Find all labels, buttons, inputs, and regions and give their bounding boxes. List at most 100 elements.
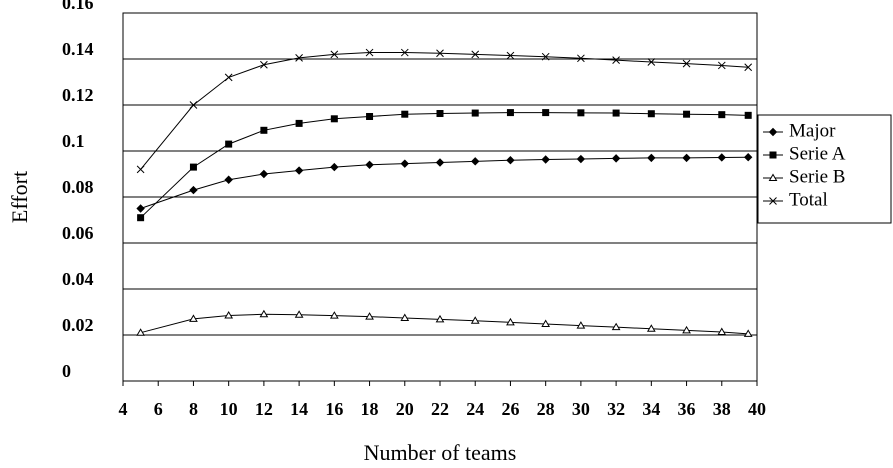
marker — [224, 175, 233, 184]
marker — [225, 140, 233, 148]
marker — [400, 48, 409, 57]
x-tick-label: 30 — [572, 399, 590, 419]
marker — [683, 110, 691, 118]
marker — [260, 126, 268, 134]
x-tick-label: 34 — [642, 399, 660, 419]
x-tick-label: 12 — [255, 399, 273, 419]
marker — [259, 309, 269, 318]
marker — [189, 185, 198, 195]
marker — [506, 155, 515, 165]
marker — [506, 51, 515, 60]
x-tick-label: 32 — [607, 399, 625, 419]
legend-label: Major — [789, 120, 836, 141]
series-line — [140, 156, 749, 209]
marker — [611, 154, 621, 163]
marker — [189, 314, 198, 322]
marker — [260, 60, 268, 69]
legend-box — [757, 114, 892, 224]
y-axis-label: Effort — [7, 171, 32, 223]
x-tick-label: 20 — [396, 399, 414, 419]
marker — [647, 58, 656, 66]
marker — [576, 321, 586, 329]
y-tick-label: 0.1 — [62, 131, 85, 151]
x-tick-label: 8 — [189, 399, 198, 419]
y-tick-label: 0.08 — [62, 177, 94, 197]
marker — [682, 59, 691, 68]
marker — [224, 310, 234, 319]
marker — [743, 329, 753, 337]
x-tick-label: 4 — [119, 399, 128, 419]
marker — [647, 110, 655, 118]
marker — [541, 319, 551, 327]
marker — [577, 54, 585, 63]
x-tick-label: 22 — [431, 399, 449, 419]
x-tick-label: 6 — [154, 399, 163, 419]
marker — [401, 110, 409, 118]
x-tick-label: 10 — [220, 399, 238, 419]
marker — [365, 160, 374, 170]
y-tick-label: 0 — [62, 361, 71, 381]
marker — [506, 109, 514, 117]
x-tick-label: 36 — [678, 399, 696, 419]
marker — [330, 162, 339, 172]
marker — [717, 327, 727, 336]
marker — [471, 109, 479, 117]
marker — [541, 52, 550, 61]
series-line — [140, 112, 749, 219]
plot-area — [122, 12, 758, 382]
marker — [470, 316, 480, 324]
marker — [400, 313, 410, 321]
legend-marker — [769, 151, 777, 159]
series-line — [140, 313, 749, 335]
marker — [189, 101, 198, 109]
marker — [294, 166, 304, 175]
marker — [612, 56, 620, 65]
marker — [400, 159, 409, 168]
marker — [137, 214, 145, 222]
marker — [717, 153, 726, 162]
x-tick-label: 38 — [713, 399, 731, 419]
marker — [471, 50, 480, 59]
x-tick-label: 40 — [748, 399, 766, 419]
y-tick-label: 0.12 — [62, 85, 94, 105]
marker — [743, 153, 753, 162]
marker — [612, 109, 620, 117]
marker — [541, 155, 550, 164]
x-tick-label: 18 — [361, 399, 379, 419]
marker — [435, 314, 445, 323]
y-tick-label: 0.14 — [62, 39, 94, 59]
y-tick-label: 0.02 — [62, 315, 94, 335]
series-line — [140, 52, 749, 170]
marker — [611, 322, 621, 331]
marker — [718, 111, 726, 119]
marker — [744, 111, 752, 119]
marker — [682, 325, 691, 334]
marker — [647, 153, 656, 163]
marker — [136, 328, 145, 336]
marker — [682, 153, 691, 163]
marker — [577, 109, 585, 117]
marker — [259, 169, 269, 179]
marker — [295, 119, 303, 127]
marker — [295, 53, 303, 62]
y-tick-label: 0.16 — [62, 0, 94, 13]
marker — [646, 324, 656, 332]
marker — [136, 204, 145, 213]
marker — [136, 165, 145, 174]
legend-marker — [768, 173, 778, 181]
marker — [435, 158, 445, 167]
legend-marker — [768, 127, 778, 137]
marker — [189, 163, 197, 171]
marker — [436, 49, 444, 58]
marker — [542, 109, 550, 117]
legend-label: Serie A — [789, 143, 846, 164]
y-tick-label: 0.06 — [62, 223, 94, 243]
marker — [329, 311, 339, 319]
x-axis-label: Number of teams — [364, 440, 517, 465]
marker — [365, 312, 374, 320]
marker — [436, 110, 444, 118]
marker — [224, 73, 233, 82]
x-tick-label: 28 — [537, 399, 555, 419]
